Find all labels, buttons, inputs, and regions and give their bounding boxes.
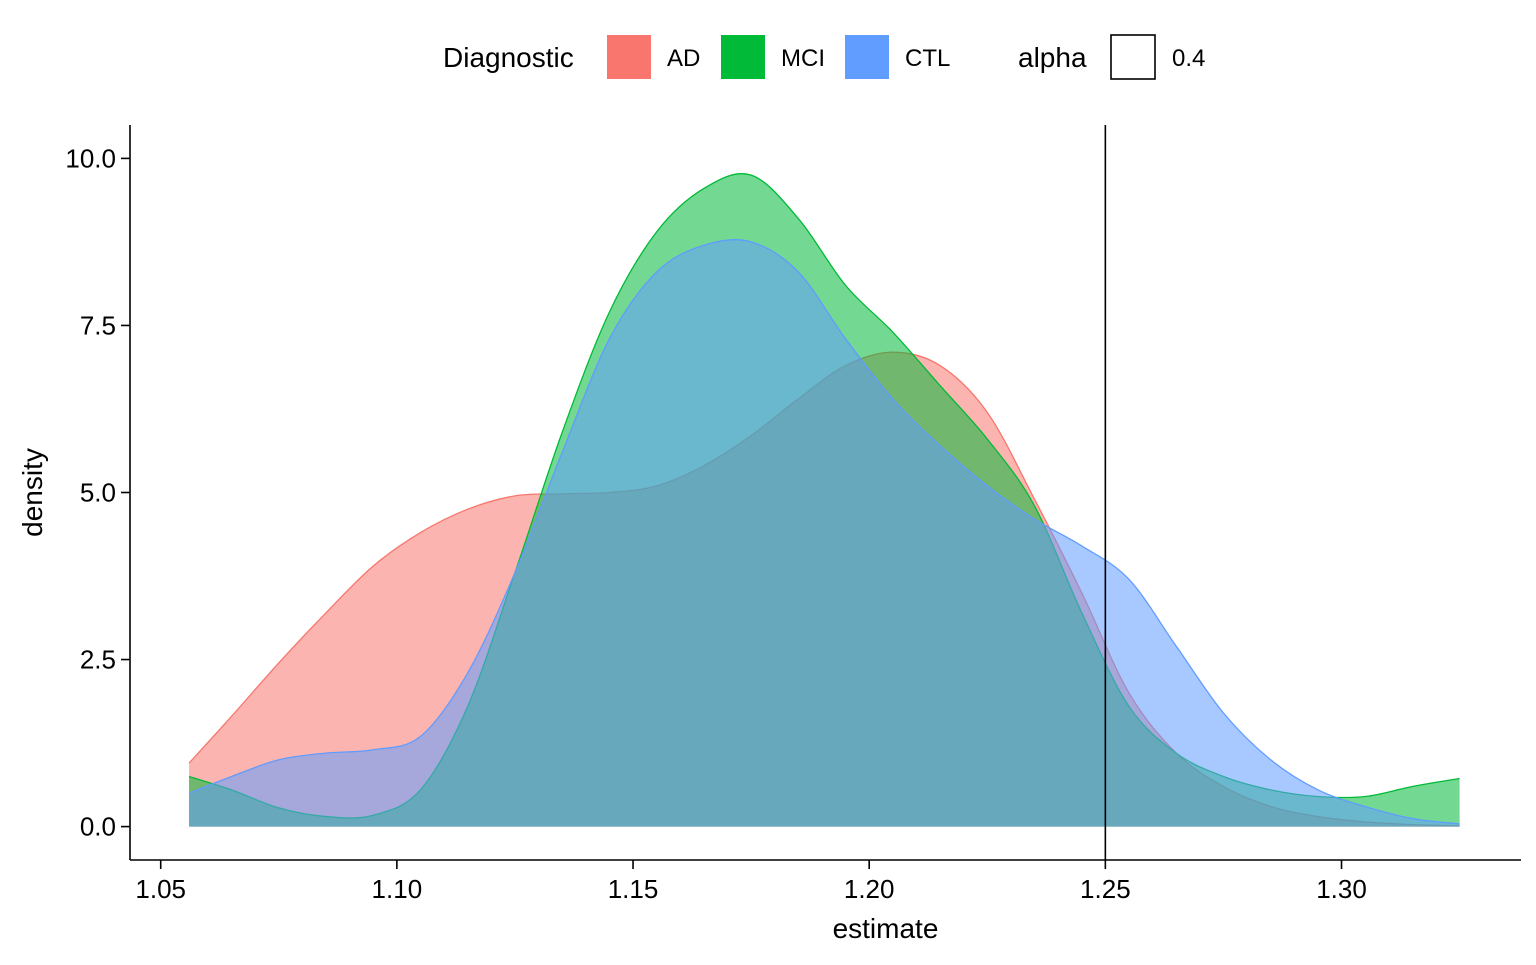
density-line-ctl	[188, 239, 1460, 825]
y-axis-label: density	[17, 448, 48, 537]
x-tick-label: 1.25	[1080, 874, 1131, 904]
legend-label-ad: AD	[667, 45, 700, 72]
y-tick-label: 10.0	[65, 143, 116, 173]
x-tick-label: 1.05	[135, 874, 186, 904]
legend: Diagnostic AD MCI CTL alpha 0.4	[443, 34, 1205, 80]
density-areas	[188, 173, 1460, 827]
x-tick-label: 1.20	[844, 874, 895, 904]
legend-key-ctl	[845, 35, 889, 79]
density-area-ctl	[189, 239, 1460, 827]
legend-key-mci	[721, 35, 765, 79]
y-tick-label: 0.0	[80, 812, 116, 842]
legend-alpha-value: 0.4	[1172, 45, 1205, 72]
legend-title: Diagnostic	[443, 42, 574, 73]
x-tick-label: 1.10	[372, 874, 423, 904]
x-tick-label: 1.15	[608, 874, 659, 904]
legend-key-ad	[607, 35, 651, 79]
axes: 1.05 1.10 1.15 1.20 1.25 1.30 0.0 2.5 5.0 7.5 10.0	[65, 125, 1521, 904]
legend-label-ctl: CTL	[905, 45, 950, 72]
legend-alpha-title: alpha	[1018, 42, 1087, 73]
y-tick-label: 5.0	[80, 478, 116, 508]
y-tick-label: 7.5	[80, 310, 116, 340]
x-axis-label: estimate	[833, 913, 939, 944]
y-tick-label: 2.5	[80, 645, 116, 675]
x-tick-label: 1.30	[1316, 874, 1367, 904]
legend-label-mci: MCI	[781, 45, 825, 72]
legend-alpha-key	[1110, 34, 1156, 80]
